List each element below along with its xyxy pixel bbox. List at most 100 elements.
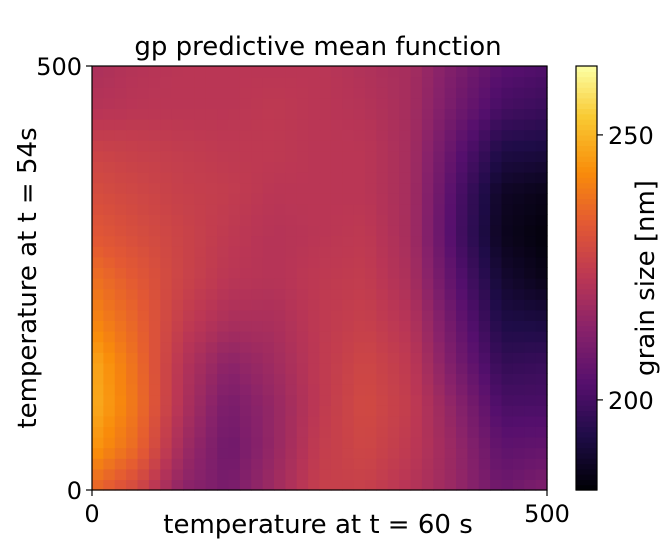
colorbar-segment: [576, 368, 597, 374]
heatmap-cell: [285, 373, 298, 385]
heatmap-cell: [126, 214, 139, 226]
heatmap-cell: [365, 384, 377, 396]
heatmap-cell: [103, 309, 116, 321]
heatmap-cell: [308, 331, 321, 343]
heatmap-cell: [478, 129, 491, 141]
colorbar-segment: [576, 66, 597, 72]
heatmap-cell: [137, 447, 150, 459]
heatmap-cell: [103, 437, 116, 449]
heatmap-cell: [262, 479, 275, 491]
heatmap-cell: [92, 203, 104, 215]
heatmap-cell: [194, 87, 207, 99]
heatmap-cell: [103, 278, 116, 290]
heatmap-cell: [319, 415, 332, 427]
heatmap-cell: [399, 108, 412, 120]
heatmap-cell: [330, 341, 343, 353]
heatmap-cell: [478, 87, 491, 99]
heatmap-cell: [262, 182, 275, 194]
heatmap-cell: [524, 384, 537, 396]
heatmap-cell: [137, 87, 150, 99]
heatmap-cell: [262, 76, 275, 88]
heatmap-cell: [535, 150, 548, 162]
colorbar-segment: [576, 352, 597, 359]
heatmap-cell: [365, 193, 377, 205]
heatmap-cell: [137, 225, 150, 237]
heatmap-cell: [205, 331, 218, 343]
heatmap-cell: [490, 341, 503, 353]
heatmap-cell: [171, 225, 184, 237]
heatmap-cell: [183, 193, 195, 205]
heatmap-cell: [342, 352, 355, 364]
heatmap-cell: [444, 468, 457, 480]
heatmap-cell: [330, 235, 343, 247]
heatmap-cell: [137, 437, 150, 449]
heatmap-cell: [524, 119, 537, 131]
heatmap-cell: [353, 66, 366, 78]
heatmap-cell: [524, 288, 537, 300]
heatmap-cell: [137, 161, 150, 173]
heatmap-cell: [205, 267, 218, 279]
heatmap-cell: [410, 437, 423, 449]
heatmap-cell: [501, 320, 514, 332]
heatmap-cell: [171, 76, 184, 88]
heatmap-cell: [387, 415, 400, 427]
heatmap-cell: [444, 203, 457, 215]
heatmap-cell: [330, 97, 343, 109]
heatmap-cell: [456, 182, 468, 194]
heatmap-cell: [433, 161, 446, 173]
heatmap-cell: [410, 256, 423, 268]
heatmap-cell: [433, 193, 446, 205]
heatmap-cell: [148, 97, 161, 109]
heatmap-cell: [103, 352, 116, 364]
heatmap-cell: [433, 235, 446, 247]
heatmap-cell: [342, 447, 355, 459]
heatmap-cell: [410, 426, 423, 438]
heatmap-cell: [421, 362, 434, 374]
heatmap-cell: [524, 172, 537, 184]
heatmap-cell: [308, 108, 321, 120]
heatmap-cell: [524, 394, 537, 406]
heatmap-cell: [160, 320, 173, 332]
heatmap-cell: [285, 172, 298, 184]
heatmap-cell: [126, 267, 139, 279]
heatmap-cell: [319, 66, 332, 78]
heatmap-cell: [342, 214, 355, 226]
heatmap-cell: [410, 235, 423, 247]
heatmap-cell: [387, 108, 400, 120]
heatmap-cell: [421, 97, 434, 109]
heatmap-cell: [501, 447, 514, 459]
colorbar-segment: [576, 246, 597, 253]
heatmap-cell: [535, 256, 548, 268]
heatmap-cell: [501, 214, 514, 226]
heatmap-cell: [114, 97, 127, 109]
heatmap-cell: [410, 341, 423, 353]
heatmap-cell: [444, 214, 457, 226]
heatmap-cell: [467, 320, 480, 332]
heatmap-cell: [330, 172, 343, 184]
heatmap-cell: [251, 182, 264, 194]
heatmap-cell: [262, 426, 275, 438]
heatmap-cell: [535, 468, 548, 480]
heatmap-cell: [421, 394, 434, 406]
heatmap-cell: [239, 447, 252, 459]
heatmap-cell: [103, 97, 116, 109]
heatmap-cell: [399, 256, 412, 268]
heatmap-cell: [365, 447, 377, 459]
heatmap-cell: [205, 384, 218, 396]
heatmap-cell: [512, 288, 525, 300]
heatmap-cell: [399, 299, 412, 311]
heatmap-cell: [535, 426, 548, 438]
heatmap-cell: [478, 278, 491, 290]
heatmap-cell: [421, 182, 434, 194]
heatmap-cell: [274, 309, 286, 321]
heatmap-cell: [296, 447, 309, 459]
heatmap-cell: [137, 299, 150, 311]
heatmap-cell: [137, 172, 150, 184]
heatmap-cell: [319, 267, 332, 279]
heatmap-cell: [444, 256, 457, 268]
heatmap-cell: [353, 235, 366, 247]
heatmap-cell: [387, 426, 400, 438]
heatmap-cell: [103, 331, 116, 343]
heatmap-cell: [285, 479, 298, 491]
heatmap-cell: [535, 225, 548, 237]
